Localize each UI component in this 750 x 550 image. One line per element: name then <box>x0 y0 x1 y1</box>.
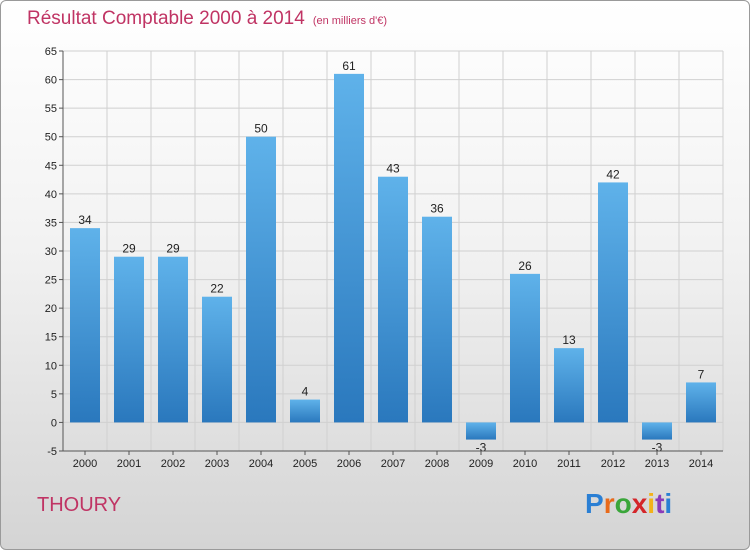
value-label-2005: 4 <box>302 385 309 399</box>
bar-2006[interactable] <box>334 73 364 423</box>
x-tick-label: 2013 <box>645 458 669 470</box>
bar-2000[interactable] <box>70 228 100 423</box>
x-tick-label: 2009 <box>469 458 493 470</box>
y-tick-label: 35 <box>45 217 57 229</box>
x-tick-label: 2012 <box>601 458 625 470</box>
title-main: Résultat Comptable 2000 à 2014 <box>27 8 305 29</box>
value-label-2009: -3 <box>476 441 487 455</box>
logo-letter: i <box>664 488 673 519</box>
value-label-2002: 29 <box>166 242 180 256</box>
chart-title: Résultat Comptable 2000 à 2014 (en millie… <box>27 8 387 30</box>
y-tick-label: 30 <box>45 246 57 258</box>
y-tick-label: 65 <box>45 46 57 58</box>
value-label-2007: 43 <box>386 162 400 176</box>
x-tick-label: 2003 <box>205 458 229 470</box>
y-tick-label: -5 <box>47 446 57 458</box>
x-tick-label: 2001 <box>117 458 141 470</box>
y-tick-label: 0 <box>51 417 57 429</box>
logo-letter: o <box>614 488 632 519</box>
bar-2004[interactable] <box>246 136 276 423</box>
x-tick-label: 2008 <box>425 458 449 470</box>
y-tick-label: 25 <box>45 275 57 287</box>
bar-2002[interactable] <box>158 256 188 423</box>
value-label-2006: 61 <box>342 59 356 73</box>
value-label-2003: 22 <box>210 282 224 296</box>
title-unit: (en milliers d'€) <box>312 15 388 27</box>
x-tick-label: 2011 <box>557 458 581 470</box>
value-label-2004: 50 <box>254 122 268 136</box>
x-tick-label: 2000 <box>73 458 97 470</box>
y-tick-label: 15 <box>45 332 57 344</box>
y-tick-label: 45 <box>45 160 57 172</box>
bar-2009[interactable] <box>466 422 496 440</box>
y-tick-label: 10 <box>45 360 57 372</box>
x-tick-label: 2004 <box>249 458 273 470</box>
proxiti-logo[interactable]: Proxiti <box>585 488 672 520</box>
x-tick-label: 2010 <box>513 458 537 470</box>
bar-2007[interactable] <box>378 176 408 423</box>
logo-letter: t <box>655 488 665 519</box>
bar-2005[interactable] <box>290 399 320 423</box>
bar-layer: 34 29 29 22 50 4 61 43 36 -3 26 13 42 -3 7 <box>70 59 716 455</box>
value-label-2012: 42 <box>606 167 620 181</box>
logo-letter: i <box>647 488 656 519</box>
bar-2008[interactable] <box>422 216 452 423</box>
y-tick-label: 40 <box>45 189 57 201</box>
bar-2013[interactable] <box>642 422 672 440</box>
value-label-2008: 36 <box>430 202 444 216</box>
y-tick-label: 55 <box>45 103 57 115</box>
value-label-2000: 34 <box>78 213 92 227</box>
value-label-2013: -3 <box>652 441 663 455</box>
bar-2011[interactable] <box>554 348 584 423</box>
logo-letter: P <box>585 488 604 519</box>
commune-name: THOURY <box>37 494 122 516</box>
axis-layer: -5 0 5 10 15 20 25 30 35 40 45 50 55 60 65 2000 2001 2002… <box>45 46 723 470</box>
value-label-2014: 7 <box>698 367 705 381</box>
y-tick-label: 50 <box>45 132 57 144</box>
logo-letter: r <box>603 488 615 519</box>
x-tick-label: 2007 <box>381 458 405 470</box>
bar-2003[interactable] <box>202 296 232 423</box>
y-tick-label: 60 <box>45 75 57 87</box>
value-label-2010: 26 <box>518 259 532 273</box>
x-tick-label: 2005 <box>293 458 317 470</box>
y-tick-label: 5 <box>51 389 57 401</box>
bar-2010[interactable] <box>510 273 540 423</box>
bar-2014[interactable] <box>686 382 716 423</box>
x-tick-label: 2014 <box>689 458 713 470</box>
x-tick-label: 2002 <box>161 458 185 470</box>
bar-2012[interactable] <box>598 182 628 423</box>
x-tick-label: 2006 <box>337 458 361 470</box>
bar-2001[interactable] <box>114 256 144 423</box>
value-label-2011: 13 <box>562 333 576 347</box>
value-label-2001: 29 <box>122 242 136 256</box>
y-tick-label: 20 <box>45 303 57 315</box>
logo-letter: x <box>631 488 648 519</box>
